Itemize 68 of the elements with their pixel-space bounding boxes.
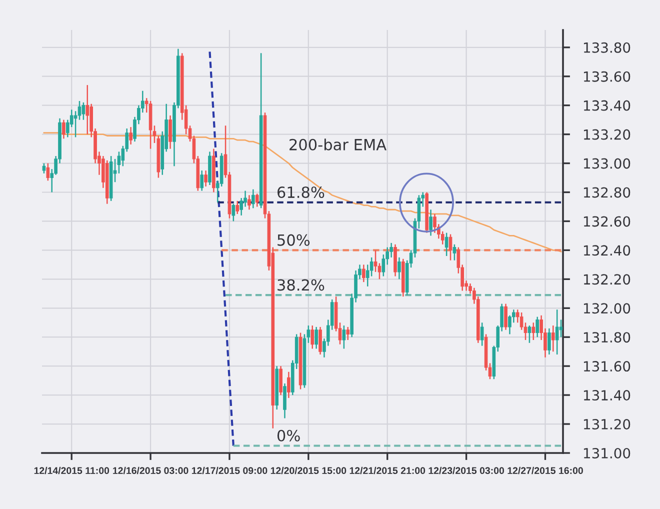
y-tick-label: 133.80: [584, 42, 630, 53]
y-tick-label: 132.40: [584, 245, 630, 256]
y-tick-label: 132.20: [584, 274, 630, 285]
y-tick-label: 132.60: [584, 216, 630, 227]
y-tick-label: 133.60: [584, 71, 630, 82]
candlestick: [255, 193, 259, 208]
x-tick-label: 12/16/2015 03:00: [113, 466, 188, 474]
candlestick: [536, 316, 540, 338]
y-tick-label: 131.00: [584, 448, 630, 458]
candlestick: [129, 126, 132, 146]
candlestick: [532, 322, 536, 341]
candlestick: [318, 326, 322, 356]
y-tick-label: 131.80: [584, 332, 630, 343]
series-label: 38.2%: [278, 279, 324, 291]
candlestick: [168, 114, 172, 150]
y-tick-label: 132.80: [584, 187, 630, 198]
candlestick: [232, 203, 236, 222]
candlestick: [362, 264, 366, 283]
candlestick: [117, 151, 121, 174]
x-tick-label: 12/21/2015 21:00: [350, 466, 426, 474]
x-tick-label: 12/27/2015 16:00: [508, 466, 583, 474]
candlestick: [555, 308, 559, 356]
candlestick: [248, 194, 251, 210]
candlestick: [398, 256, 401, 280]
candlestick: [283, 382, 286, 419]
candlestick: [346, 326, 350, 341]
candlestick: [374, 250, 378, 273]
candlestick: [444, 232, 448, 257]
candlestick: [504, 303, 508, 330]
candlestick: [279, 365, 282, 396]
series-label: 50%: [278, 234, 310, 246]
candlestick: [42, 162, 46, 174]
candlestick: [310, 324, 314, 350]
candlestick: [551, 324, 555, 352]
series-label: 61.8%: [278, 186, 324, 198]
candlestick: [429, 209, 432, 236]
candlestick: [287, 371, 290, 399]
y-tick-label: 133.40: [584, 100, 630, 111]
series-label: 200-bar EMA: [290, 138, 386, 150]
x-tick-label: 12/17/2015 09:00: [192, 466, 268, 474]
y-tick-label: 131.40: [584, 390, 630, 401]
candlestick: [62, 119, 66, 140]
candlestick: [200, 170, 204, 192]
y-tick-label: 132.00: [584, 303, 630, 314]
candlestick: [252, 188, 255, 209]
series-label: 0%: [277, 430, 300, 442]
x-tick-label: 12/14/2015 11:00: [34, 466, 110, 474]
candlestick: [314, 326, 318, 350]
x-tick-label: 12/23/2015 03:00: [428, 466, 504, 474]
x-tick-label: 12/20/2015 15:00: [270, 466, 346, 474]
line-series: [208, 50, 234, 447]
candlestick: [480, 322, 484, 346]
y-tick-label: 133.20: [584, 129, 630, 140]
candlestick: [236, 200, 240, 215]
candlestick: [528, 324, 532, 344]
candlestick: [548, 328, 551, 356]
candlestick: [559, 319, 563, 338]
candlestick: [78, 100, 82, 120]
candlestick: [46, 162, 50, 182]
y-tick-label: 133.00: [584, 158, 630, 169]
candlestick: [204, 170, 208, 188]
y-tick-label: 131.20: [584, 418, 630, 430]
candlestick: [82, 102, 86, 120]
candlestick: [452, 244, 456, 261]
candlestick: [86, 84, 90, 135]
candlestick: [448, 234, 452, 261]
candlestick: [342, 324, 346, 350]
y-tick-label: 131.60: [584, 361, 630, 372]
